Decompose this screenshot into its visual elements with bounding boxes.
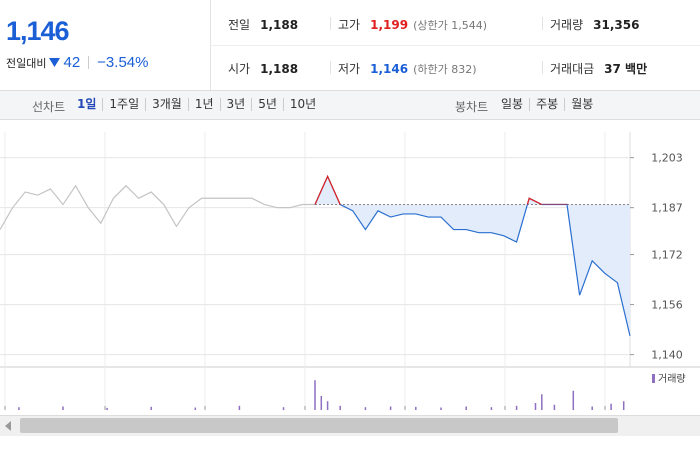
info-note: (하한가 832)	[413, 63, 477, 76]
info-cell: 시가 1,188	[228, 60, 298, 77]
info-cell: 거래량 31,356	[550, 16, 639, 33]
info-cell: 전일 1,188	[228, 16, 298, 33]
down-arrow	[49, 58, 61, 67]
volume-bar	[465, 406, 467, 410]
period-tab[interactable]: 10년	[282, 98, 322, 111]
scroll-thumb[interactable]	[20, 418, 618, 433]
chart: 1,203 1,187 1,172 1,156 1,140 거래량	[0, 132, 700, 410]
line-chart-label: 선차트	[32, 100, 66, 114]
volume-bar	[440, 407, 442, 410]
divider	[542, 61, 543, 74]
scrollbar[interactable]	[0, 415, 700, 436]
volume-legend-swatch	[652, 374, 655, 383]
period-tabs: 1일 1주일 3개월 1년 3년 5년 10년	[71, 98, 322, 111]
info-label: 거래량	[550, 18, 584, 32]
candle-tab[interactable]: 일봉	[501, 97, 524, 111]
volume-bar	[389, 406, 392, 410]
change-value: 42	[63, 54, 81, 71]
info-value: 37 백만	[604, 62, 648, 76]
period-tab[interactable]: 1일	[77, 97, 97, 111]
volume-bar	[106, 407, 108, 410]
candle-chart-label: 봉차트	[455, 100, 489, 114]
volume-bar	[194, 407, 197, 410]
info-label: 거래대금	[550, 62, 595, 76]
volume-bar	[238, 405, 241, 410]
volume-bar	[572, 390, 575, 410]
volume-bar	[364, 407, 367, 410]
period-tab[interactable]: 5년	[251, 98, 283, 111]
info-value: 1,188	[260, 62, 299, 76]
volume-bar	[591, 406, 593, 410]
info-label: 전일	[228, 18, 251, 32]
info-note: (상한가 1,544)	[413, 19, 487, 32]
prev-line	[0, 184, 315, 230]
y-tick-label: 1,203	[651, 152, 683, 165]
volume-bar	[326, 401, 329, 410]
separator	[88, 56, 90, 69]
divider	[210, 45, 700, 46]
period-tab[interactable]: 3년	[219, 98, 252, 111]
y-tick-label: 1,140	[651, 349, 683, 362]
y-tick-label: 1,156	[651, 299, 683, 312]
volume-bar	[534, 403, 537, 410]
volume-bar	[610, 403, 612, 410]
info-label: 고가	[338, 18, 361, 32]
candle-tab[interactable]: 주봉	[529, 98, 564, 111]
volume-bar	[622, 401, 625, 410]
info-cell: 거래대금 37 백만	[550, 60, 647, 77]
volume-bar	[282, 407, 285, 410]
info-value: 1,188	[260, 18, 299, 32]
candle-tabs: 일봉 주봉 월봉	[495, 98, 599, 111]
divider	[542, 17, 543, 30]
tab-bar: 선차트 1일 1주일 3개월 1년 3년 5년 10년 봉차트 일봉 주봉 월봉	[0, 90, 700, 120]
info-value: 1,199	[370, 18, 409, 32]
info-cell: 저가 1,146 (하한가 832)	[338, 60, 477, 77]
divider	[330, 61, 331, 74]
period-tab[interactable]: 3개월	[145, 98, 188, 111]
volume-bar	[515, 405, 518, 410]
info-cell: 고가 1,199 (상한가 1,544)	[338, 16, 487, 33]
y-tick-label: 1,187	[651, 202, 683, 215]
volume-bar	[339, 405, 341, 410]
volume-bar	[490, 407, 493, 410]
divider	[330, 17, 331, 30]
volume-bar	[320, 396, 323, 410]
volume-bar	[553, 404, 556, 410]
volume-bar	[18, 407, 20, 410]
info-label: 저가	[338, 62, 361, 76]
y-tick-label: 1,172	[651, 249, 683, 262]
scroll-left[interactable]	[4, 421, 14, 431]
current-price: 1,146	[6, 16, 70, 46]
volume-bar	[314, 380, 316, 410]
volume-bar	[62, 406, 64, 410]
info-label: 시가	[228, 62, 251, 76]
price-line	[314, 174, 631, 336]
change-label: 전일대비	[6, 56, 47, 70]
volume-bar	[541, 394, 543, 410]
period-tab[interactable]: 1주일	[102, 98, 145, 111]
change-box: 전일대비 42 −3.54%	[6, 54, 148, 71]
volume-bar	[150, 406, 152, 410]
info-value: 1,146	[370, 62, 409, 76]
volume-bar	[415, 406, 417, 410]
info-value: 31,356	[593, 18, 640, 32]
candle-tab[interactable]: 월봉	[564, 98, 599, 111]
change-area	[315, 176, 630, 336]
volume-legend: 거래량	[658, 373, 686, 385]
period-tab[interactable]: 1년	[187, 98, 220, 111]
change-rate: −3.54%	[97, 54, 149, 71]
